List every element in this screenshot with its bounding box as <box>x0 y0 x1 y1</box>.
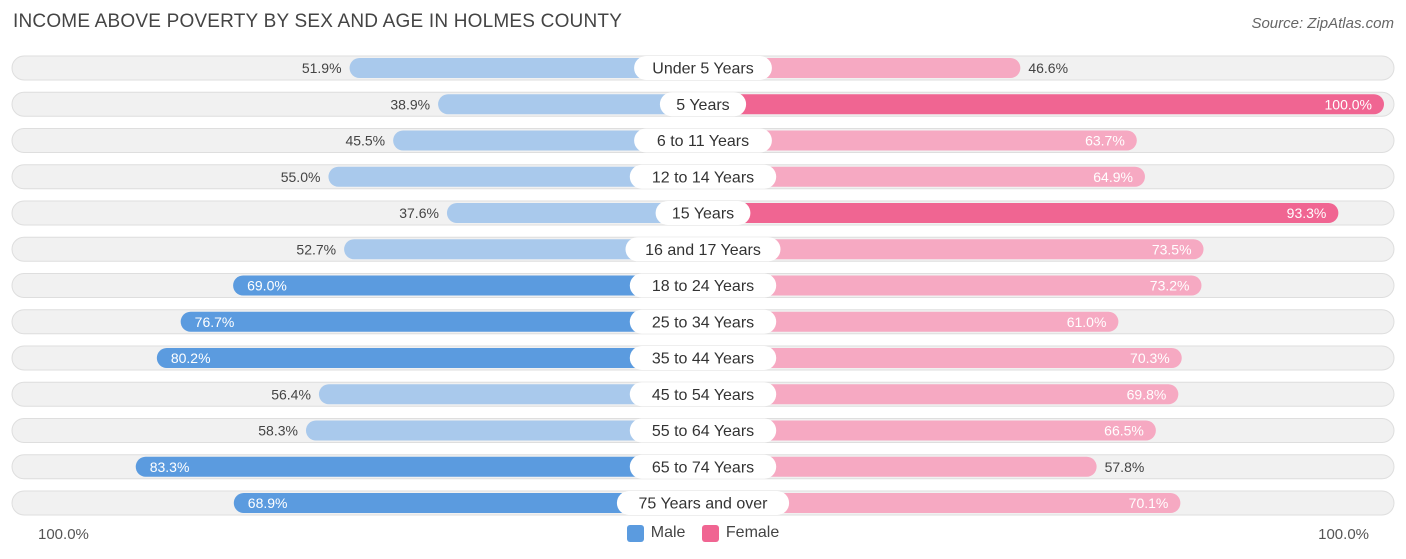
female-bar <box>703 384 1179 405</box>
female-value-label: 73.5% <box>1152 241 1192 257</box>
male-bar <box>305 420 703 441</box>
female-value-label: 61.0% <box>1067 314 1107 330</box>
category-pill <box>629 309 777 334</box>
male-bar <box>233 493 703 513</box>
legend-item-female: Female <box>701 524 780 542</box>
category-label: 45 to 54 Years <box>652 387 754 404</box>
category-label: 5 Years <box>676 97 729 114</box>
chart-title: INCOME ABOVE POVERTY BY SEX AND AGE IN H… <box>13 11 623 32</box>
female-value-label: 73.2% <box>1150 278 1190 294</box>
legend-label-female: Female <box>725 524 780 541</box>
legend-swatch-female <box>701 524 719 542</box>
male-bar <box>135 456 704 477</box>
category-label: 25 to 34 Years <box>652 314 754 331</box>
male-value-label: 52.7% <box>296 241 336 257</box>
male-bar <box>349 58 703 78</box>
female-bar <box>703 58 1021 78</box>
category-label: 55 to 64 Years <box>652 423 754 440</box>
category-pill <box>655 201 751 225</box>
category-label: 65 to 74 Years <box>652 459 754 476</box>
category-pill <box>629 164 777 189</box>
female-value-label: 93.3% <box>1287 205 1327 221</box>
female-value-label: 100.0% <box>1325 96 1372 112</box>
category-label: 75 Years and over <box>639 496 769 513</box>
male-value-label: 83.3% <box>150 459 190 475</box>
legend-item-male: Male <box>626 524 686 542</box>
legend-swatch-male <box>626 524 644 542</box>
male-bar <box>438 94 703 115</box>
category-label: 18 to 24 Years <box>652 278 754 295</box>
male-value-label: 80.2% <box>171 350 211 366</box>
male-value-label: 76.7% <box>195 314 235 330</box>
female-bar <box>703 94 1384 115</box>
category-label: Under 5 Years <box>652 61 753 78</box>
category-pill <box>629 382 777 407</box>
female-bar <box>703 130 1137 151</box>
axis-left-label: 100.0% <box>38 526 89 543</box>
female-value-label: 57.8% <box>1105 459 1145 475</box>
category-pill <box>629 454 777 479</box>
legend: Male Female <box>0 524 1406 547</box>
male-value-label: 37.6% <box>399 205 439 221</box>
female-bar <box>703 203 1339 223</box>
female-value-label: 70.3% <box>1130 350 1170 366</box>
female-bar <box>703 239 1204 260</box>
male-bar <box>393 130 703 151</box>
male-value-label: 51.9% <box>302 60 342 76</box>
category-pill <box>659 92 747 117</box>
category-pill <box>634 56 772 80</box>
female-bar <box>703 456 1097 477</box>
female-bar <box>703 311 1119 332</box>
category-label: 15 Years <box>672 206 734 223</box>
category-pill <box>629 273 777 298</box>
category-pill <box>634 128 772 153</box>
category-pill <box>616 491 790 515</box>
male-bar <box>318 384 703 405</box>
category-label: 6 to 11 Years <box>657 133 749 150</box>
male-bar <box>156 348 703 368</box>
male-value-label: 69.0% <box>247 278 287 294</box>
female-value-label: 64.9% <box>1093 169 1133 185</box>
category-pill <box>629 346 777 370</box>
category-label: 12 to 14 Years <box>652 169 754 186</box>
female-bar <box>703 493 1181 513</box>
chart: 51.9% 46.6% Under 5 Years 38.9% 100.0% 5 Year… <box>11 55 1395 516</box>
category-pill <box>625 237 781 262</box>
male-value-label: 58.3% <box>258 423 298 439</box>
male-value-label: 55.0% <box>281 169 321 185</box>
male-bar <box>328 166 703 187</box>
female-value-label: 69.8% <box>1127 386 1167 402</box>
source-label: Source: ZipAtlas.com <box>1251 15 1394 32</box>
male-bar <box>180 311 704 332</box>
male-bar <box>344 239 703 260</box>
female-bar <box>703 166 1145 187</box>
female-value-label: 46.6% <box>1028 60 1068 76</box>
male-value-label: 68.9% <box>248 495 288 511</box>
female-value-label: 70.1% <box>1129 495 1169 511</box>
male-bar <box>233 275 704 296</box>
female-value-label: 63.7% <box>1085 133 1125 149</box>
category-pill <box>629 418 777 443</box>
female-bar <box>703 348 1182 368</box>
female-bar <box>703 420 1156 441</box>
male-value-label: 38.9% <box>390 96 430 112</box>
axis-right-label: 100.0% <box>1318 526 1369 543</box>
female-value-label: 66.5% <box>1104 423 1144 439</box>
legend-label-male: Male <box>650 524 686 541</box>
male-value-label: 45.5% <box>345 133 385 149</box>
female-bar <box>703 275 1202 296</box>
male-bar <box>446 203 703 223</box>
category-label: 16 and 17 Years <box>645 242 761 259</box>
category-label: 35 to 44 Years <box>652 351 754 368</box>
male-value-label: 56.4% <box>271 386 311 402</box>
